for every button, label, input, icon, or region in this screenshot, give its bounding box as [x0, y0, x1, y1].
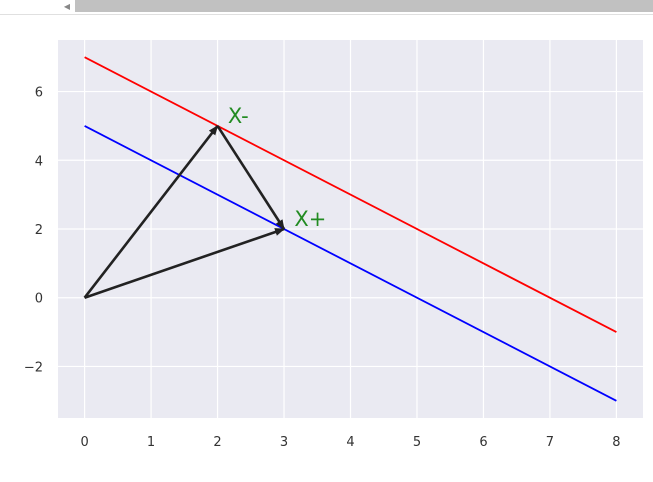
x-tick-label: 3 — [280, 435, 288, 450]
annotations: X- X+ — [228, 104, 326, 231]
scroll-left-arrow-icon[interactable]: ◀ — [63, 2, 71, 11]
y-tick-labels: 6 4 2 0 −2 — [24, 86, 43, 376]
x-tick-label: 2 — [213, 435, 221, 450]
vector-arrow — [84, 227, 285, 299]
y-tick-label: 4 — [35, 154, 43, 169]
annotation-label: X+ — [294, 207, 326, 231]
x-tick-label: 8 — [612, 435, 620, 450]
vector-arrow — [216, 125, 286, 230]
x-tick-labels: 0 1 2 3 4 5 6 7 8 — [80, 435, 620, 450]
x-tick-label: 5 — [413, 435, 421, 450]
series-line — [84, 125, 617, 402]
x-tick-label: 1 — [147, 435, 155, 450]
vector-arrows — [83, 125, 286, 299]
vector-arrow — [83, 125, 219, 299]
y-tick-label: −2 — [24, 360, 43, 375]
x-tick-label: 4 — [346, 435, 354, 450]
annotation-label: X- — [228, 104, 249, 128]
series-line — [84, 56, 617, 333]
y-tick-label: 2 — [35, 223, 43, 238]
x-tick-label: 7 — [546, 435, 554, 450]
scroll-thumb[interactable] — [75, 0, 653, 12]
x-tick-label: 6 — [479, 435, 487, 450]
x-tick-label: 0 — [80, 435, 88, 450]
series-lines — [84, 56, 617, 402]
horizontal-scrollbar[interactable]: ◀ — [0, 0, 653, 15]
y-tick-label: 0 — [35, 292, 43, 307]
y-tick-label: 6 — [35, 86, 43, 101]
